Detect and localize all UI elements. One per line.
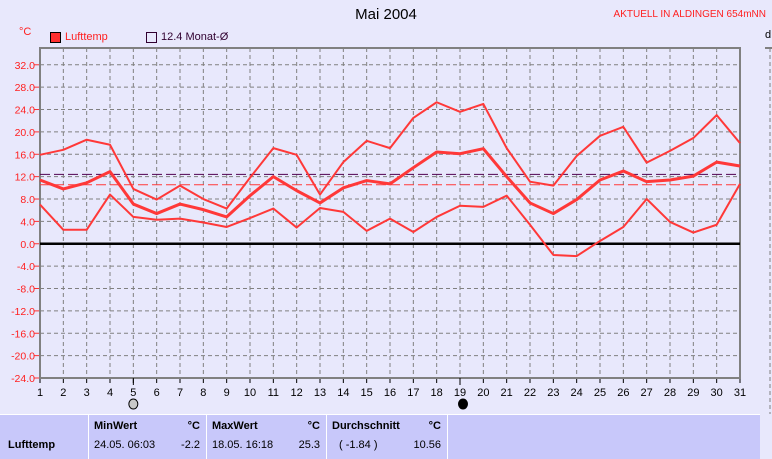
- min-header: MinWert: [94, 420, 137, 432]
- x-tick-label: 18: [431, 387, 443, 399]
- y-tick-label: 16.0: [15, 149, 36, 161]
- y-tick-label: 32.0: [15, 60, 36, 72]
- x-tick-label: 4: [107, 387, 113, 399]
- y-tick-label: 12.0: [15, 172, 36, 184]
- max-unit: °C: [308, 420, 320, 432]
- y-tick-label: -16.0: [11, 328, 35, 340]
- x-tick-label: 17: [407, 387, 419, 399]
- new-moon-icon: [459, 399, 468, 409]
- x-tick-label: 12: [291, 387, 303, 399]
- avg-deviation: ( -1.84 ): [339, 439, 378, 451]
- x-tick-label: 24: [571, 387, 583, 399]
- x-tick-label: 13: [314, 387, 326, 399]
- x-tick-label: 3: [84, 387, 90, 399]
- max-header: MaxWert: [212, 420, 258, 432]
- x-tick-label: 28: [664, 387, 676, 399]
- x-tick-label: 15: [361, 387, 373, 399]
- y-tick-label: -20.0: [11, 351, 35, 363]
- avg-unit: °C: [429, 420, 441, 432]
- stats-table: Lufttemp MinWert °C 24.05. 06:03 -2.2 Ma…: [0, 414, 760, 459]
- x-tick-label: 16: [384, 387, 396, 399]
- x-tick-label: 11: [268, 387, 279, 399]
- x-tick-label: 10: [244, 387, 256, 399]
- y-tick-label: -24.0: [11, 373, 35, 385]
- x-tick-label: 2: [60, 387, 66, 399]
- y-tick-label: 4.0: [20, 216, 35, 228]
- min-time: 24.05. 06:03: [94, 439, 155, 451]
- x-tick-label: 25: [594, 387, 606, 399]
- y-tick-label: 28.0: [15, 82, 36, 94]
- x-tick-label: 23: [547, 387, 559, 399]
- x-tick-label: 6: [154, 387, 160, 399]
- max-value: 25.3: [299, 439, 320, 451]
- min-value: -2.2: [181, 439, 200, 451]
- x-tick-label: 7: [177, 387, 183, 399]
- x-tick-label: 30: [711, 387, 723, 399]
- series-mean-line: [40, 149, 740, 217]
- temperature-chart: 32.0 28.0 24.0 20.0 16.0 12.0 8.0 4.0 0.0 -4.0 -8.…: [0, 0, 772, 414]
- full-moon-icon: [129, 399, 138, 409]
- x-tick-label: 21: [501, 387, 513, 399]
- x-tick-label: 31: [734, 387, 746, 399]
- y-tick-label: 24.0: [15, 105, 36, 117]
- avg-value: 10.56: [413, 439, 441, 451]
- y-tick-label: -4.0: [17, 261, 35, 273]
- y-tick-label: 0.0: [20, 239, 35, 251]
- row-label: Lufttemp: [8, 439, 55, 451]
- x-tick-label: 19: [454, 387, 466, 399]
- avg-header: Durchschnitt: [332, 420, 400, 432]
- y-tick-label: 20.0: [15, 127, 36, 139]
- x-tick-label: 27: [641, 387, 653, 399]
- x-tick-label: 1: [37, 387, 43, 399]
- x-tick-label: 29: [687, 387, 699, 399]
- max-time: 18.05. 16:18: [212, 439, 273, 451]
- y-tick-label: -12.0: [11, 306, 35, 318]
- min-unit: °C: [188, 420, 200, 432]
- x-tick-label: 22: [524, 387, 536, 399]
- x-tick-label: 26: [617, 387, 629, 399]
- y-tick-label: -8.0: [17, 284, 35, 296]
- x-tick-label: 20: [477, 387, 489, 399]
- x-tick-label: 8: [200, 387, 206, 399]
- y-tick-label: 8.0: [20, 194, 35, 206]
- x-tick-label: 14: [337, 387, 349, 399]
- x-tick-label: 9: [224, 387, 230, 399]
- x-tick-label: 5: [130, 387, 136, 399]
